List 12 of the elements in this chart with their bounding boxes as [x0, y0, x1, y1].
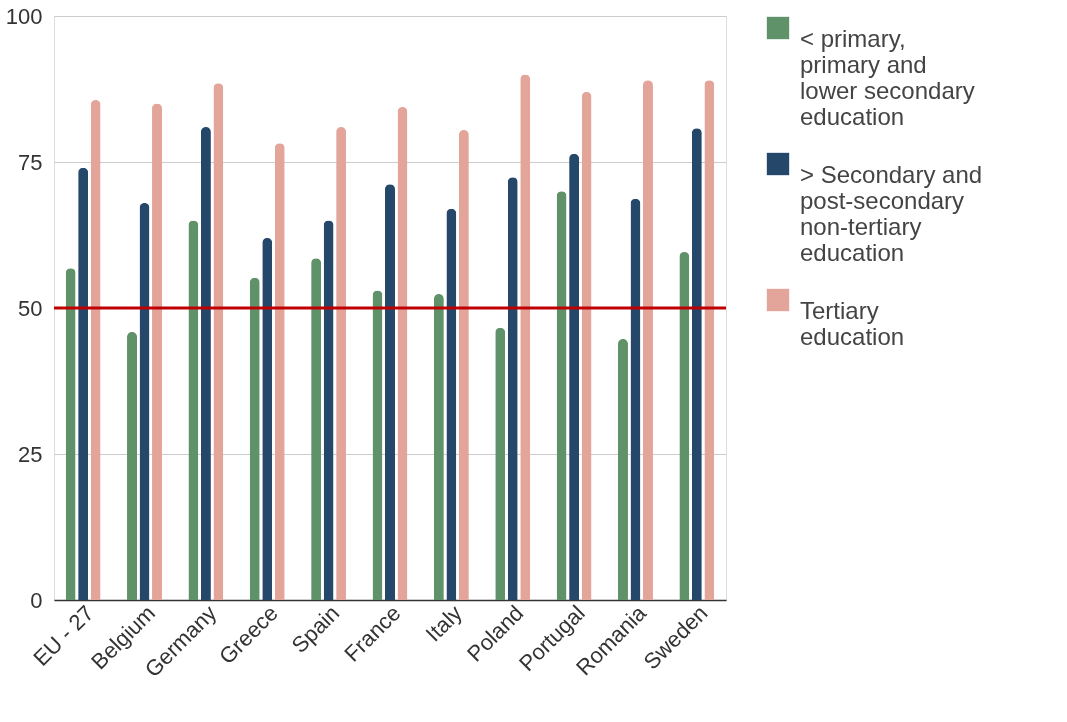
- y-tick-label: 0: [30, 587, 43, 613]
- bar: [495, 327, 506, 600]
- y-tick-label: 25: [18, 441, 43, 467]
- y-tick-label: 75: [18, 149, 43, 175]
- bar: [617, 338, 628, 600]
- x-tick-label: Italy: [420, 600, 467, 647]
- y-tick-label: 100: [5, 3, 43, 29]
- legend-label: < primary, primary and lower secondary education: [800, 25, 975, 130]
- legend-label: Tertiary education: [800, 297, 905, 350]
- y-tick-label: 50: [18, 295, 43, 321]
- legend-label: > Secondary and post-secondary non-tertiary education: [800, 161, 983, 266]
- bar: [385, 184, 395, 600]
